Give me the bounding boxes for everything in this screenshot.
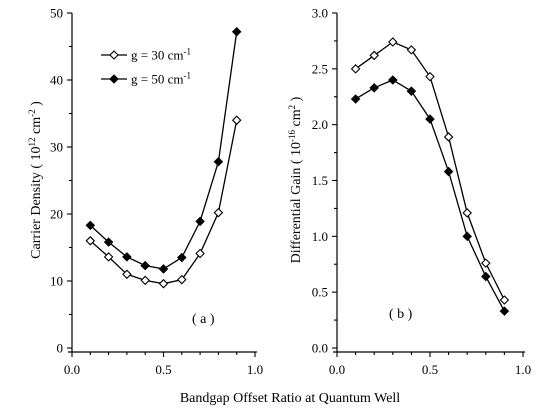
data-point-open-diamond <box>140 275 150 286</box>
data-point-filled-diamond <box>369 83 379 93</box>
data-point-filled-diamond <box>231 26 242 37</box>
data-point-filled-diamond <box>103 237 114 247</box>
data-point-filled-diamond <box>425 114 435 124</box>
data-point-filled-diamond <box>462 231 472 242</box>
y-tick-label: 50 <box>50 6 63 21</box>
data-point-open-diamond <box>231 115 242 125</box>
data-point-open-diamond <box>425 71 435 82</box>
data-point-open-diamond <box>195 248 205 259</box>
data-point-filled-diamond <box>443 166 454 177</box>
y-axis-title: Carrier Density ( 1012 cm-2 ) <box>27 101 44 259</box>
data-point-open-diamond <box>177 274 187 285</box>
series-line-g30 <box>89 120 238 285</box>
data-point-open-diamond <box>499 295 510 305</box>
legend-filled-diamond <box>109 74 119 84</box>
x-tick-label: 0.0 <box>329 362 345 377</box>
data-point-open-diamond <box>350 64 361 74</box>
shared-x-axis-label: Bandgap Offset Ratio at Quantum Well <box>180 391 400 406</box>
y-tick-label: 0.0 <box>312 341 328 356</box>
x-tick-label: 0.0 <box>64 362 80 377</box>
legend-entry: g = 50 cm-1 <box>131 71 192 87</box>
x-tick-label: 0.5 <box>422 362 438 377</box>
y-tick-label: 40 <box>50 73 63 88</box>
panel-label: ( b ) <box>389 307 413 322</box>
y-tick-label: 10 <box>50 274 63 289</box>
y-tick-label: 0 <box>57 341 64 356</box>
data-point-open-diamond <box>213 207 224 218</box>
data-point-filled-diamond <box>388 75 398 85</box>
data-point-open-diamond <box>443 132 454 142</box>
legend-entry: g = 30 cm-1 <box>131 47 192 63</box>
data-point-filled-diamond <box>499 306 510 316</box>
data-point-open-diamond <box>462 208 472 218</box>
data-point-filled-diamond <box>481 271 491 282</box>
data-point-filled-diamond <box>195 216 205 227</box>
data-point-open-diamond <box>388 37 398 47</box>
data-point-open-diamond <box>122 269 132 280</box>
x-tick-label: 0.5 <box>155 362 171 377</box>
y-tick-label: 1.5 <box>312 173 328 188</box>
panel-label: ( a ) <box>192 312 215 327</box>
data-point-filled-diamond <box>213 156 224 167</box>
data-point-open-diamond <box>369 50 379 61</box>
y-tick-label: 30 <box>50 140 63 155</box>
series-line-g50 <box>89 31 238 270</box>
y-tick-label: 2.5 <box>312 61 328 76</box>
data-point-filled-diamond <box>177 252 187 263</box>
y-tick-label: 0.5 <box>312 285 328 300</box>
data-point-filled-diamond <box>122 252 132 262</box>
data-point-filled-diamond <box>350 94 361 104</box>
data-point-open-diamond <box>481 258 491 268</box>
data-point-open-diamond <box>103 252 114 262</box>
legend-open-diamond <box>109 50 119 60</box>
data-point-open-diamond <box>406 45 417 55</box>
x-tick-label: 1.0 <box>247 362 263 377</box>
data-point-filled-diamond <box>85 220 96 231</box>
y-axis-title: Differential Gain ( 10-16 cm2 ) <box>287 96 304 263</box>
legend: g = 30 cm-1 g = 50 cm-1 <box>101 47 192 87</box>
data-point-filled-diamond <box>140 260 150 271</box>
y-tick-label: 1.0 <box>312 229 328 244</box>
y-tick-label: 2.0 <box>312 117 328 132</box>
data-point-filled-diamond <box>406 86 417 96</box>
y-tick-label: 20 <box>50 207 63 222</box>
panel-b-differential-gain: 0.0 0.5 1.0 1.5 2.0 2.5 3.0 0.0 0.5 1.0 Differenti… <box>287 6 531 378</box>
panel-a-carrier-density: 0 10 20 30 40 50 0.0 0.5 1.0 Carrier Density ( 10… <box>27 6 263 378</box>
data-point-filled-diamond <box>158 264 169 274</box>
data-point-open-diamond <box>85 236 96 246</box>
y-tick-label: 3.0 <box>312 6 328 21</box>
data-point-open-diamond <box>158 278 169 289</box>
x-tick-label: 1.0 <box>515 362 531 377</box>
